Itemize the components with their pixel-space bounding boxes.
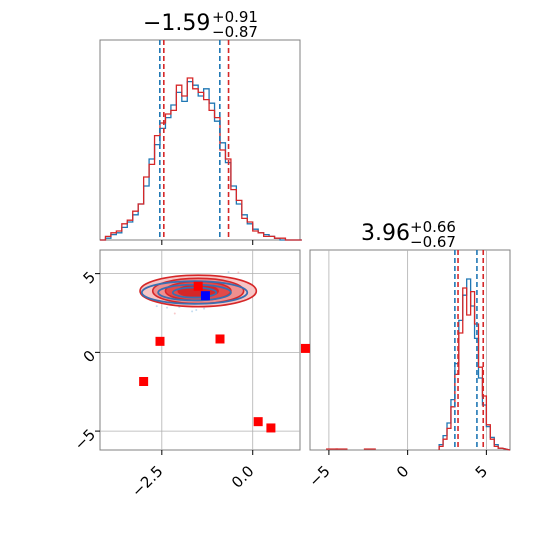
- scatter-point: [166, 306, 169, 309]
- scatter-point: [203, 307, 206, 310]
- blue-contour: [140, 280, 249, 305]
- joint-xtick-label: 0.0: [228, 462, 258, 492]
- y-title-sup: +0.66: [410, 218, 456, 236]
- scatter-point: [195, 308, 198, 311]
- scatter-point: [237, 271, 240, 274]
- red-square-marker: [300, 343, 310, 353]
- y-marginal-panel: [309, 249, 511, 451]
- ymarg-xtick-label: 0: [393, 462, 412, 481]
- joint-panel: [99, 249, 301, 451]
- y-title-value: 3.96: [361, 221, 410, 246]
- red-square-marker: [193, 281, 203, 291]
- x-hist-series: [100, 80, 302, 241]
- y-title-sub: −0.67: [410, 233, 456, 251]
- joint-xtick-label: −2.5: [128, 462, 166, 500]
- joint-ytick-label: −5: [71, 425, 99, 453]
- red-square-marker: [215, 334, 225, 344]
- scatter-point: [227, 271, 230, 274]
- x-title-sub: −0.87: [212, 23, 258, 41]
- joint-ytick-label: 5: [80, 268, 99, 287]
- ymarg-xtick-label: 5: [472, 462, 491, 481]
- scatter-point: [173, 312, 176, 315]
- red-square-marker: [155, 336, 165, 346]
- x-marginal-title: −1.59 +0.91 −0.87: [143, 8, 258, 41]
- x-marginal-panel: [99, 39, 301, 241]
- red-square-marker: [253, 417, 263, 427]
- scatter-point: [155, 305, 158, 308]
- x-title-value: −1.59: [143, 11, 210, 36]
- y-marginal-title: 3.96 +0.66 −0.67: [361, 218, 456, 251]
- red-square-marker: [266, 423, 276, 433]
- red-square-marker: [139, 376, 149, 386]
- x-hist-series: [100, 77, 302, 241]
- x-title-sup: +0.91: [212, 8, 258, 26]
- ymarg-xtick-label: −5: [305, 462, 333, 490]
- y-hist-series: [438, 287, 511, 451]
- scatter-point: [191, 310, 194, 313]
- blue-square-marker: [200, 291, 210, 301]
- joint-ytick-label: 0: [80, 347, 99, 366]
